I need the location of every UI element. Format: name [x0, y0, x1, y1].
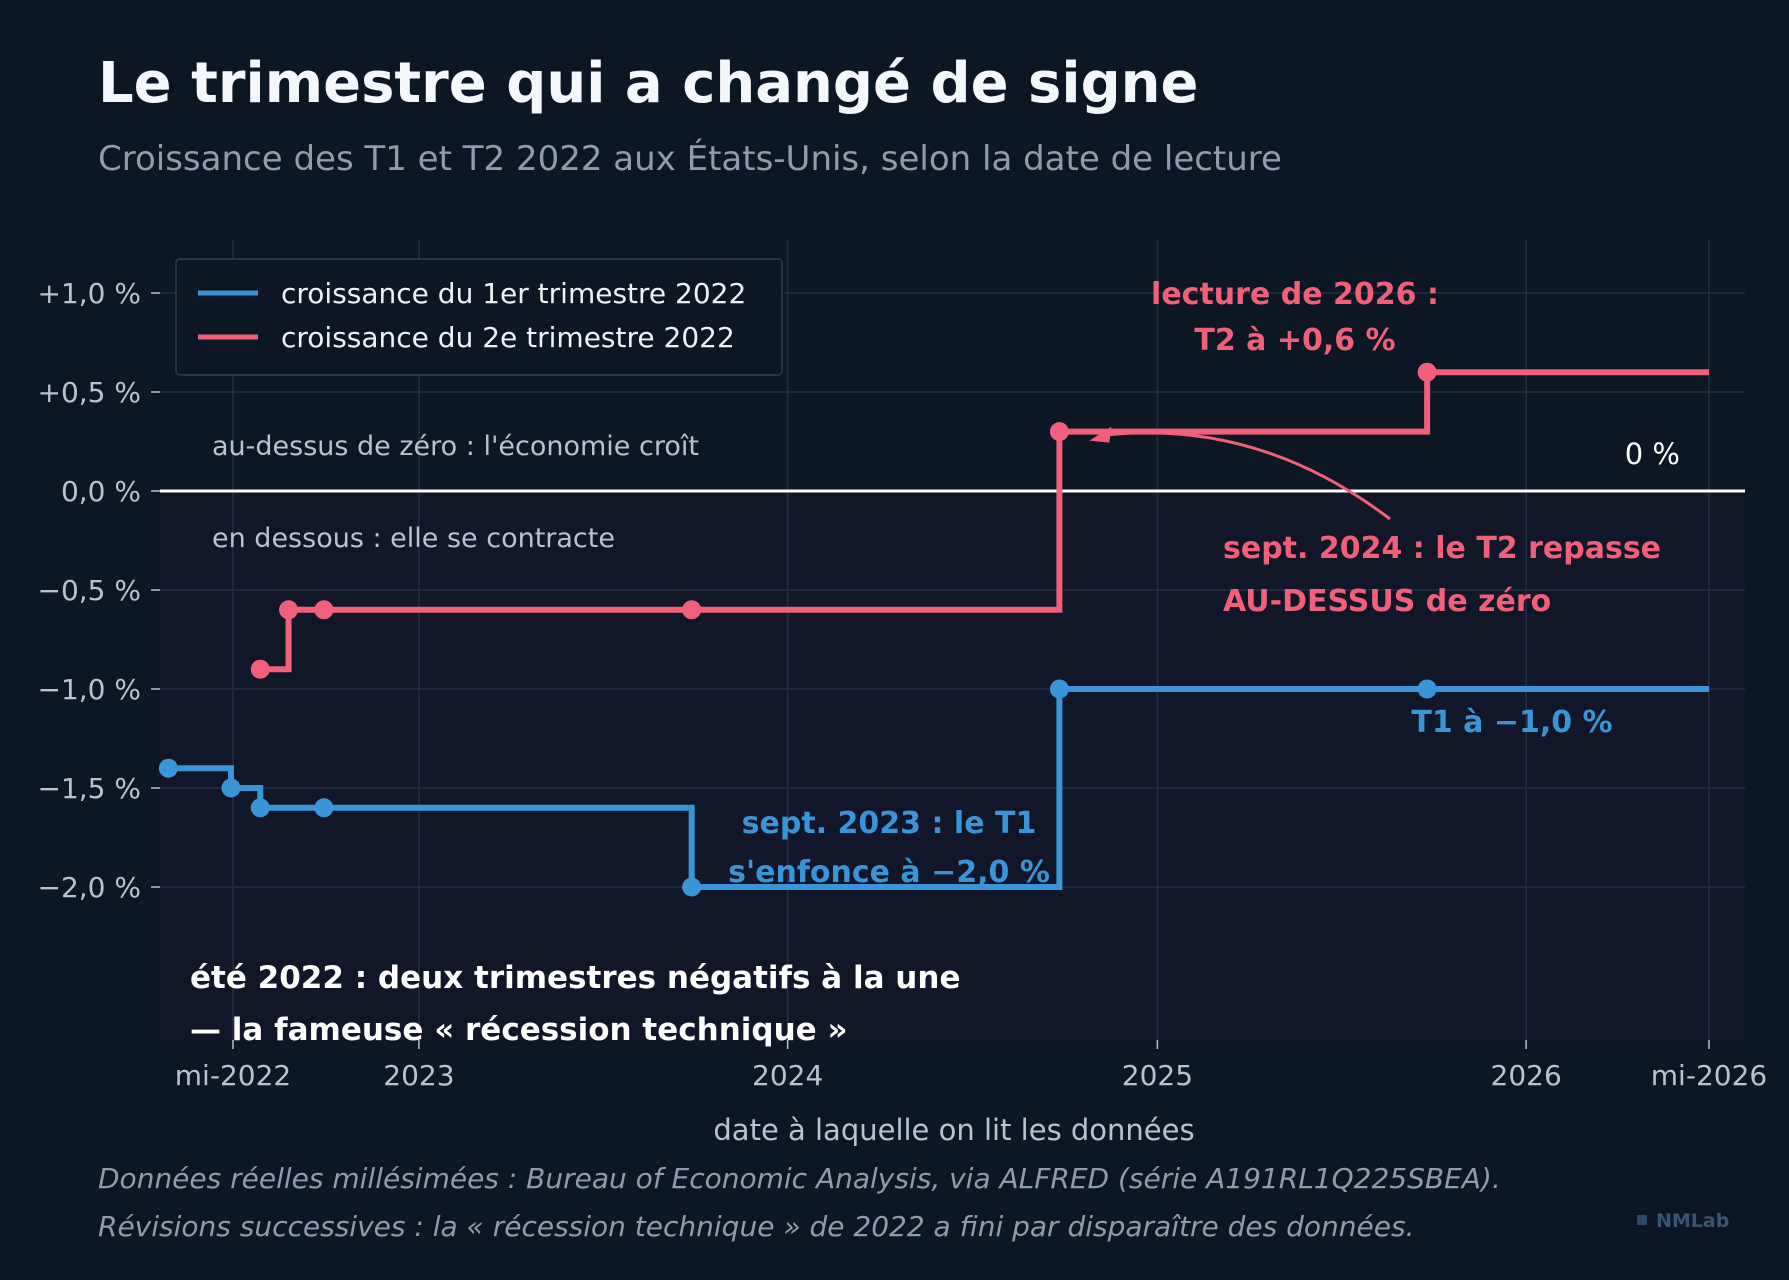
annotation-t2-sept2024: sept. 2024 : le T2 repasse AU-DESSUS de … — [1223, 531, 1661, 619]
series-2-point — [279, 600, 299, 620]
x-tick-label: mi-2026 — [1651, 1059, 1767, 1092]
series-1-point — [221, 778, 241, 798]
series-2-point — [682, 600, 702, 620]
series-2-point — [250, 659, 270, 679]
annotation-summer2022-line2: — la fameuse « récession technique » — [190, 1012, 848, 1048]
series-1-point — [1417, 679, 1437, 699]
x-tick-label: 2025 — [1122, 1059, 1193, 1092]
series-2-point — [314, 600, 334, 620]
plot-background-below-zero — [160, 491, 1745, 1040]
annotation-arrow-head — [1089, 426, 1112, 443]
series-1-point — [1049, 679, 1069, 699]
chart-subtitle: Croissance des T1 et T2 2022 aux États-U… — [98, 138, 1282, 179]
zero-label: 0 % — [1625, 437, 1680, 471]
annotation-t1-sept2023: sept. 2023 : le T1 s'enfonce à −2,0 % — [728, 806, 1050, 890]
y-tick-label: 0,0 % — [61, 475, 141, 508]
y-tick-label: +1,0 % — [38, 277, 142, 310]
legend-box — [175, 258, 783, 376]
annotation-summer2022-line1: été 2022 : deux trimestres négatifs à la… — [190, 960, 960, 996]
x-tick-label: 2023 — [383, 1059, 454, 1092]
chart-title: Le trimestre qui a changé de signe — [98, 51, 1199, 116]
y-tick-label: −1,5 % — [38, 772, 142, 805]
x-tick-label: mi-2022 — [175, 1059, 291, 1092]
series-1-point — [682, 877, 702, 897]
y-tick-label: −1,0 % — [38, 673, 142, 706]
annotation-t2-2026: lecture de 2026 : T2 à +0,6 % — [1151, 277, 1439, 358]
series-1-point — [158, 758, 178, 778]
series-2-point — [1417, 362, 1437, 382]
annotation-t1-final: T1 à −1,0 % — [1411, 705, 1612, 740]
series-line-2 — [260, 369, 1709, 673]
series-layer — [158, 362, 1709, 897]
y-axis: +1,0 % +0,5 % 0,0 % −0,5 % −1,0 % −1,5 % −2,0 … — [38, 277, 160, 904]
plot-area — [158, 240, 1745, 1040]
annotation-t1-sept2023-line1: sept. 2023 : le T1 — [742, 806, 1037, 841]
annotation-t1-sept2023-line2: s'enfonce à −2,0 % — [728, 855, 1050, 890]
footer-line2: Révisions successives : la « récession t… — [98, 1210, 1414, 1243]
annotation-summer2022: été 2022 : deux trimestres négatifs à la… — [190, 960, 960, 1048]
annotation-t2-sept2024-line2: AU-DESSUS de zéro — [1223, 584, 1551, 619]
legend: croissance du 1er trimestre 2022 croissa… — [175, 258, 783, 376]
legend-label-t1: croissance du 1er trimestre 2022 — [281, 277, 746, 310]
y-tick-label: −0,5 % — [38, 574, 142, 607]
series-1-point — [250, 798, 270, 818]
y-tick-label: +0,5 % — [38, 376, 142, 409]
x-axis-label: date à laquelle on lit les données — [713, 1113, 1194, 1147]
annotation-t2-2026-line2: T2 à +0,6 % — [1194, 323, 1395, 358]
y-tick-label: −2,0 % — [38, 871, 142, 904]
series-2-point — [1049, 422, 1069, 442]
footer-line1: Données réelles millésimées : Bureau of … — [98, 1162, 1501, 1195]
legend-label-t2: croissance du 2e trimestre 2022 — [281, 321, 735, 354]
x-axis: mi-2022 2023 2024 2025 2026 mi-2026 — [175, 1040, 1767, 1092]
below-zero-note: en dessous : elle se contracte — [212, 523, 615, 554]
brand-square-icon — [1637, 1215, 1647, 1225]
annotation-t2-2026-line1: lecture de 2026 : — [1151, 277, 1439, 312]
above-zero-note: au-dessus de zéro : l'économie croît — [212, 431, 699, 462]
annotation-arrow — [1109, 431, 1391, 521]
annotation-t2-sept2024-line1: sept. 2024 : le T2 repasse — [1223, 531, 1661, 566]
series-1-point — [314, 798, 334, 818]
x-tick-label: 2026 — [1491, 1059, 1562, 1092]
footer-brand: NMLab — [1656, 1210, 1729, 1232]
x-tick-label: 2024 — [752, 1059, 823, 1092]
